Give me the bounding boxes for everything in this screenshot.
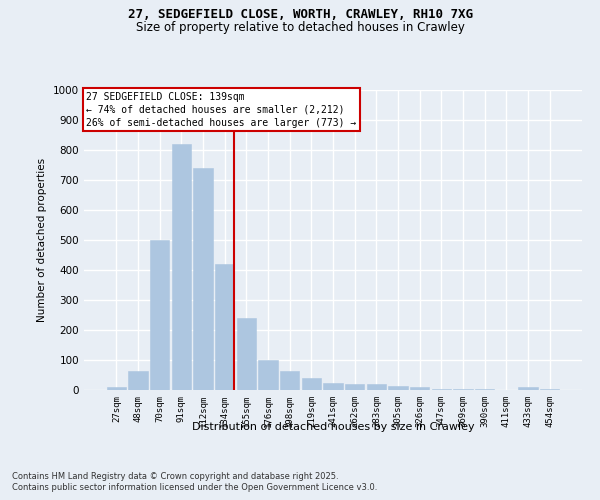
Bar (475, 388, 494, 390)
Bar (388, 386, 408, 390)
Bar (410, 387, 430, 390)
Bar (302, 378, 321, 390)
Bar (150, 240, 169, 390)
Bar (518, 387, 538, 390)
Bar (193, 168, 213, 390)
Bar (128, 370, 148, 390)
Bar (540, 388, 559, 390)
Bar (215, 264, 235, 390)
Text: 27 SEDGEFIELD CLOSE: 139sqm
← 74% of detached houses are smaller (2,212)
26% of : 27 SEDGEFIELD CLOSE: 139sqm ← 74% of det… (86, 92, 357, 128)
Text: Size of property relative to detached houses in Crawley: Size of property relative to detached ho… (136, 21, 464, 34)
Bar (431, 388, 451, 390)
Bar (172, 144, 191, 390)
Bar (345, 384, 364, 390)
Bar (453, 388, 473, 390)
Text: 27, SEDGEFIELD CLOSE, WORTH, CRAWLEY, RH10 7XG: 27, SEDGEFIELD CLOSE, WORTH, CRAWLEY, RH… (128, 8, 473, 20)
Text: Distribution of detached houses by size in Crawley: Distribution of detached houses by size … (191, 422, 475, 432)
Bar (367, 384, 386, 390)
Y-axis label: Number of detached properties: Number of detached properties (37, 158, 47, 322)
Bar (323, 382, 343, 390)
Text: Contains public sector information licensed under the Open Government Licence v3: Contains public sector information licen… (12, 484, 377, 492)
Bar (236, 318, 256, 390)
Bar (280, 370, 299, 390)
Bar (107, 387, 126, 390)
Text: Contains HM Land Registry data © Crown copyright and database right 2025.: Contains HM Land Registry data © Crown c… (12, 472, 338, 481)
Bar (258, 360, 278, 390)
